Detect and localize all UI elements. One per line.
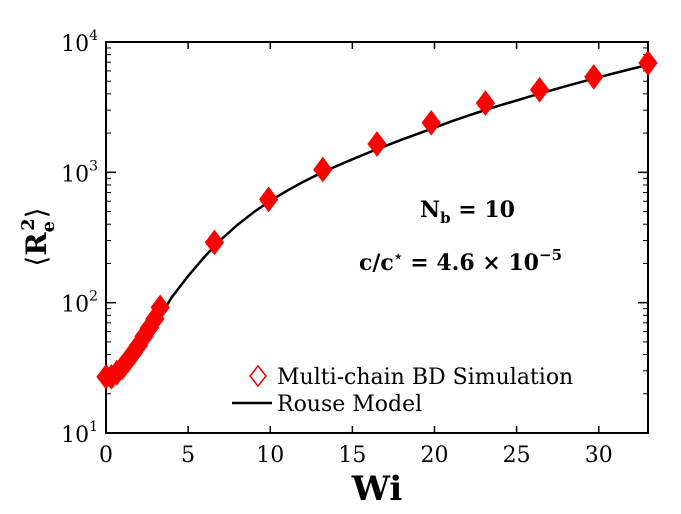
annotation-conc-rest: = 4.6 × 10 [403, 250, 539, 276]
data-point [204, 229, 225, 256]
data-point [529, 76, 550, 103]
data-point [367, 131, 387, 157]
x-tick-label: 15 [338, 443, 366, 468]
legend-label-rouse: Rouse Model [277, 392, 422, 417]
y-axis-title-sub: e [38, 221, 59, 232]
y-tick-label: 104 [61, 28, 98, 57]
series-bd-simulation [96, 50, 658, 390]
annotation-conc-star: ⋆ [394, 249, 403, 265]
y-axis-title: ⟨Re2⟩ [18, 207, 59, 266]
data-point [475, 90, 496, 116]
x-tick-label: 10 [256, 443, 284, 468]
data-point [258, 186, 279, 213]
annotation-nb-rest: = 10 [451, 197, 515, 223]
y-ticks: 101 102 103 104 [61, 28, 648, 448]
y-tick-label: 101 [61, 419, 98, 448]
x-tick-label: 25 [503, 443, 531, 468]
plot-frame [105, 41, 649, 434]
annotation-nb-base: N [420, 197, 440, 223]
series-rouse-model [105, 63, 649, 379]
y-tick-label: 102 [61, 289, 98, 318]
data-point [421, 109, 441, 136]
y-axis-title-sup: 2 [18, 218, 39, 231]
annotation-nb: Nb = 10 [420, 197, 515, 227]
data-point [150, 294, 170, 321]
x-axis-title: Wi [351, 469, 403, 509]
x-tick-label: 0 [99, 443, 113, 468]
legend-label-bd: Multi-chain BD Simulation [277, 365, 573, 390]
rouse-model-curve [105, 63, 649, 379]
legend-marker-diamond [249, 364, 267, 388]
x-ticks: 0 5 10 15 20 25 30 [99, 42, 613, 468]
x-tick-label: 30 [585, 443, 613, 468]
annotation-nb-sub: b [440, 209, 451, 227]
data-point [313, 156, 333, 183]
data-point [638, 50, 658, 76]
legend: Multi-chain BD Simulation Rouse Model [232, 364, 573, 417]
x-tick-label: 5 [181, 443, 195, 468]
annotation-conc-exp: −5 [539, 246, 562, 264]
y-tick-label: 103 [61, 158, 98, 187]
data-point [584, 64, 604, 90]
x-tick-label: 20 [420, 443, 448, 468]
annotation-concentration: c/c⋆ = 4.6 × 10−5 [359, 246, 562, 276]
annotation-conc-lead: c/c [359, 250, 394, 276]
y-axis-title-base: R [20, 232, 53, 256]
